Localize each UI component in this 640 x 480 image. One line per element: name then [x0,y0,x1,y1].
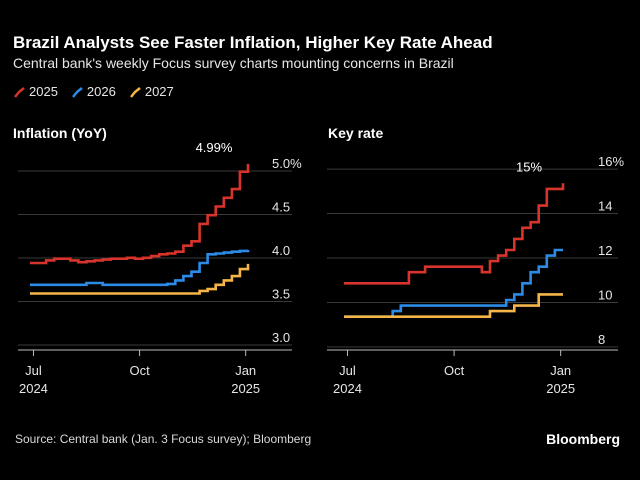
inflation-xtick-label: 2024 [19,381,48,396]
inflation-ytick-label: 5.0% [272,156,302,171]
inflation-xtick-label: Jan [235,363,256,378]
legend: 2025 2026 2027 [14,84,174,99]
legend-swatch-2025 [14,86,25,98]
inflation-series-2025 [30,163,250,265]
inflation-xtick-label: Jul [25,363,42,378]
keyrate-series-2025 [344,183,565,285]
source-note: Source: Central bank (Jan. 3 Focus surve… [15,432,312,446]
legend-swatch-2027 [129,86,141,98]
legend-item-2026: 2026 [71,84,116,99]
legend-label-2026: 2026 [86,84,116,99]
keyrate-xtick-label: Jul [339,363,356,378]
keyrate-annotation: 15% [516,159,542,174]
inflation-ytick-label: 3.0 [272,330,290,345]
keyrate-xtick-label: 2024 [333,381,362,396]
legend-item-2025: 2025 [14,84,58,99]
inflation-series-2026 [30,249,250,287]
legend-label-2025: 2025 [29,84,58,99]
inflation-series-2027 [30,263,250,295]
inflation-annotation: 4.99% [196,140,233,155]
keyrate-ytick-label: 16% [598,154,624,169]
keyrate-ytick-label: 14 [598,199,612,214]
keyrate-ytick-label: 10 [598,287,612,302]
chart-title: Brazil Analysts See Faster Inflation, Hi… [13,33,493,52]
inflation-panel-title: Inflation (YoY) [13,125,107,141]
legend-label-2027: 2027 [144,84,174,99]
keyrate-xtick-label: Jan [550,363,571,378]
inflation-ytick-label: 4.0 [272,243,290,258]
chart-subtitle: Central bank's weekly Focus survey chart… [13,55,454,71]
bloomberg-logo: Bloomberg [546,431,620,447]
legend-swatch-2026 [71,86,83,98]
legend-item-2027: 2027 [129,84,174,99]
inflation-ytick-label: 3.5 [272,286,290,301]
inflation-xtick-label: Oct [129,363,150,378]
keyrate-ytick-label: 8 [598,332,605,347]
keyrate-ytick-label: 12 [598,243,612,258]
keyrate-xtick-label: Oct [444,363,465,378]
keyrate-xtick-label: 2025 [546,381,575,396]
keyrate-panel-title: Key rate [328,125,384,141]
inflation-xtick-label: 2025 [231,381,260,396]
keyrate-series-2027 [344,293,563,318]
inflation-ytick-label: 4.5 [272,200,290,215]
